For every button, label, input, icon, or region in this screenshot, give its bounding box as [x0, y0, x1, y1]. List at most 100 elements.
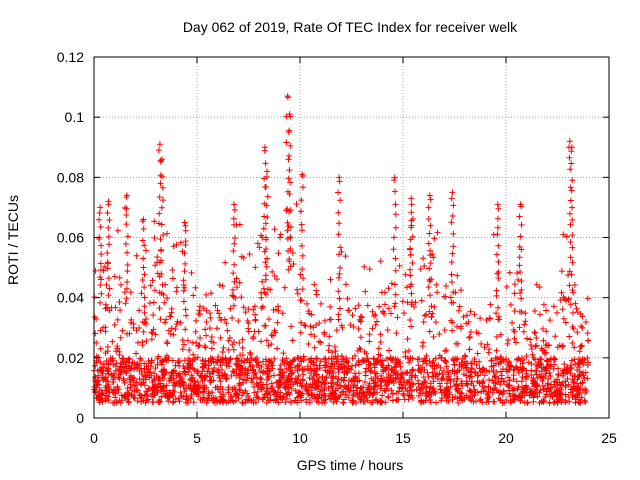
data-point	[340, 377, 347, 384]
data-point	[282, 379, 289, 386]
data-point	[569, 287, 576, 294]
data-point	[149, 330, 156, 337]
data-point	[266, 368, 273, 375]
data-point	[484, 395, 491, 402]
data-point	[236, 221, 243, 228]
data-point	[431, 304, 438, 311]
data-point	[102, 376, 109, 383]
data-point	[98, 242, 105, 249]
data-point	[100, 267, 107, 274]
y-tick-label: 0	[76, 410, 84, 426]
data-point	[157, 246, 164, 253]
data-point	[264, 168, 271, 175]
data-point	[208, 333, 215, 340]
data-point	[307, 323, 314, 330]
data-point	[531, 329, 538, 336]
data-point	[531, 308, 538, 315]
data-point	[174, 284, 181, 291]
data-point	[431, 388, 438, 395]
data-point	[510, 372, 517, 379]
data-point	[97, 396, 104, 403]
axis-ticks	[93, 56, 610, 419]
data-point	[317, 358, 324, 365]
data-point	[527, 386, 534, 393]
data-point	[382, 301, 389, 308]
data-point	[578, 342, 585, 349]
data-point	[327, 303, 334, 310]
y-tick-label: 0.04	[57, 290, 84, 306]
data-point	[513, 365, 520, 372]
data-point	[308, 331, 314, 338]
data-point	[459, 361, 466, 368]
data-point	[94, 367, 101, 374]
data-point	[517, 397, 524, 404]
data-point	[189, 339, 196, 346]
data-point	[306, 374, 313, 381]
data-point	[277, 377, 284, 384]
data-point	[117, 399, 124, 406]
data-point	[162, 316, 169, 323]
data-point	[172, 383, 179, 390]
data-point	[568, 271, 575, 278]
data-point	[279, 310, 286, 317]
data-point	[392, 267, 399, 274]
data-point	[298, 397, 305, 404]
data-point	[569, 244, 576, 251]
data-point	[518, 295, 525, 302]
data-point	[463, 380, 470, 387]
data-point	[421, 366, 428, 373]
data-point	[454, 272, 461, 279]
data-point	[351, 391, 358, 398]
data-point	[494, 201, 501, 208]
data-point	[158, 257, 165, 264]
data-point	[232, 397, 239, 404]
data-point	[570, 325, 577, 332]
data-point	[338, 352, 345, 359]
data-point	[495, 205, 502, 212]
data-point	[234, 355, 241, 362]
data-point	[504, 361, 511, 368]
data-point	[364, 302, 371, 309]
data-point	[571, 373, 578, 380]
data-point	[188, 372, 195, 379]
data-point	[513, 378, 520, 385]
data-point	[261, 289, 268, 296]
data-point	[446, 376, 453, 383]
data-point	[474, 372, 481, 379]
data-point	[497, 397, 504, 404]
data-point	[254, 394, 261, 401]
data-point	[146, 374, 153, 381]
data-point	[199, 377, 206, 384]
data-point	[392, 374, 399, 381]
data-point	[381, 289, 388, 296]
data-point	[280, 358, 287, 365]
data-point	[298, 383, 305, 390]
data-point	[382, 387, 389, 394]
data-point	[493, 310, 500, 317]
data-point	[301, 322, 308, 329]
data-point	[387, 375, 394, 382]
data-point	[507, 301, 514, 308]
data-point	[398, 374, 405, 381]
data-point	[303, 399, 310, 406]
data-point	[240, 304, 247, 311]
data-point	[258, 385, 265, 392]
data-point	[296, 389, 303, 396]
data-point	[336, 295, 343, 302]
data-point	[114, 383, 121, 390]
data-point	[119, 356, 126, 363]
data-point	[447, 294, 454, 301]
data-point	[138, 398, 145, 405]
data-point	[543, 328, 550, 335]
data-point	[156, 220, 163, 227]
data-point	[110, 361, 117, 368]
y-tick-label: 0.02	[57, 350, 84, 366]
data-point	[183, 385, 190, 392]
data-point	[497, 331, 504, 338]
data-point	[335, 231, 342, 238]
data-point	[319, 373, 326, 380]
data-point	[173, 241, 180, 248]
data-point	[352, 305, 359, 312]
data-point	[448, 271, 455, 278]
data-point	[560, 315, 567, 322]
